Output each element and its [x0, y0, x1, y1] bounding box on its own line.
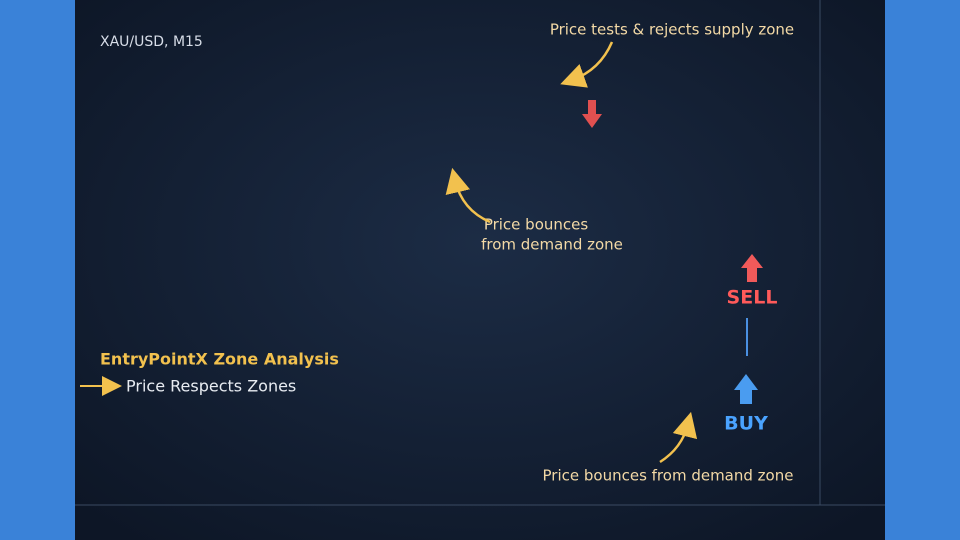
- up-arrow: [734, 374, 758, 404]
- arrow: [445, 167, 491, 224]
- arrow: [560, 41, 614, 88]
- brand-subtitle: Price Respects Zones: [126, 377, 296, 396]
- brand-title: EntryPointX Zone Analysis: [100, 350, 339, 369]
- down-arrow: [582, 100, 602, 128]
- annotation: Price bounces: [484, 216, 589, 234]
- annotation: Price bounces from demand zone: [543, 467, 794, 485]
- arrow: [659, 411, 698, 464]
- chart-panel: [75, 0, 885, 540]
- annotation: Price tests & rejects supply zone: [550, 21, 794, 39]
- sell-label: SELL: [727, 287, 778, 309]
- buy-label: BUY: [724, 413, 768, 435]
- symbol: XAU/USD, M15: [100, 34, 203, 50]
- annotation: from demand zone: [481, 236, 623, 254]
- up-arrow: [741, 254, 763, 282]
